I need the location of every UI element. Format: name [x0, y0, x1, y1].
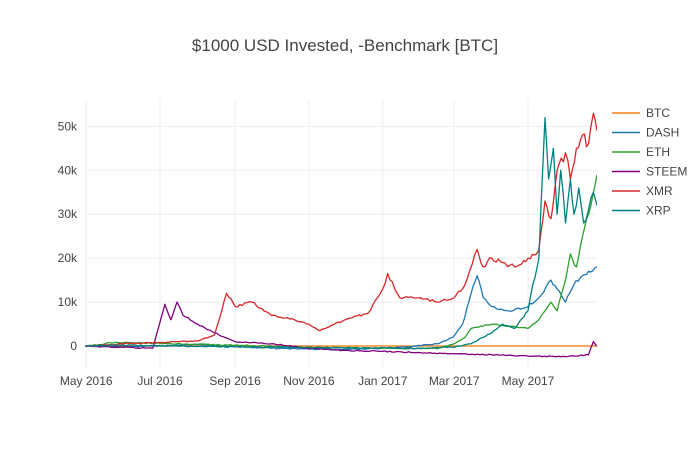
legend-item-xrp[interactable]: XRP — [612, 204, 671, 218]
chart-title-layer: $1000 USD Invested, -Benchmark [BTC] — [192, 36, 498, 55]
legend-item-dash[interactable]: DASH — [612, 126, 679, 140]
series-line-dash — [85, 266, 597, 351]
legend-label: ETH — [646, 145, 670, 159]
legend-label: XRP — [646, 204, 671, 218]
y-tick-label: 30k — [58, 207, 78, 221]
legend-label: BTC — [646, 106, 670, 120]
x-tick-label: May 2017 — [502, 374, 555, 388]
legend[interactable]: BTC DASH ETH STEEM XMR XRP — [612, 106, 687, 218]
y-axis: 0 10k 20k 30k 40k 50k — [58, 119, 78, 353]
x-tick-label: Nov 2016 — [283, 374, 335, 388]
grid-lines — [85, 100, 597, 368]
chart-title: $1000 USD Invested, -Benchmark [BTC] — [192, 36, 498, 55]
x-tick-label: Jan 2017 — [358, 374, 408, 388]
series-line-xmr — [85, 112, 597, 347]
y-tick-label: 0 — [70, 339, 77, 353]
series-line-steem — [85, 301, 597, 358]
legend-label: DASH — [646, 126, 679, 140]
x-axis: May 2016 Jul 2016 Sep 2016 Nov 2016 Jan 2017… — [60, 374, 555, 388]
x-tick-label: May 2016 — [60, 374, 113, 388]
x-tick-label: Sep 2016 — [209, 374, 261, 388]
legend-item-btc[interactable]: BTC — [612, 106, 670, 120]
legend-item-eth[interactable]: ETH — [612, 145, 670, 159]
legend-label: XMR — [646, 184, 673, 198]
legend-item-xmr[interactable]: XMR — [612, 184, 673, 198]
legend-label: STEEM — [646, 165, 687, 179]
x-tick-label: Mar 2017 — [429, 374, 480, 388]
y-tick-label: 20k — [58, 251, 78, 265]
y-tick-label: 40k — [58, 163, 78, 177]
series-line-xrp — [85, 116, 597, 350]
x-tick-label: Jul 2016 — [137, 374, 183, 388]
plot-area — [85, 112, 597, 358]
legend-item-steem[interactable]: STEEM — [612, 165, 687, 179]
y-tick-label: 50k — [58, 119, 78, 133]
y-tick-label: 10k — [58, 295, 78, 309]
